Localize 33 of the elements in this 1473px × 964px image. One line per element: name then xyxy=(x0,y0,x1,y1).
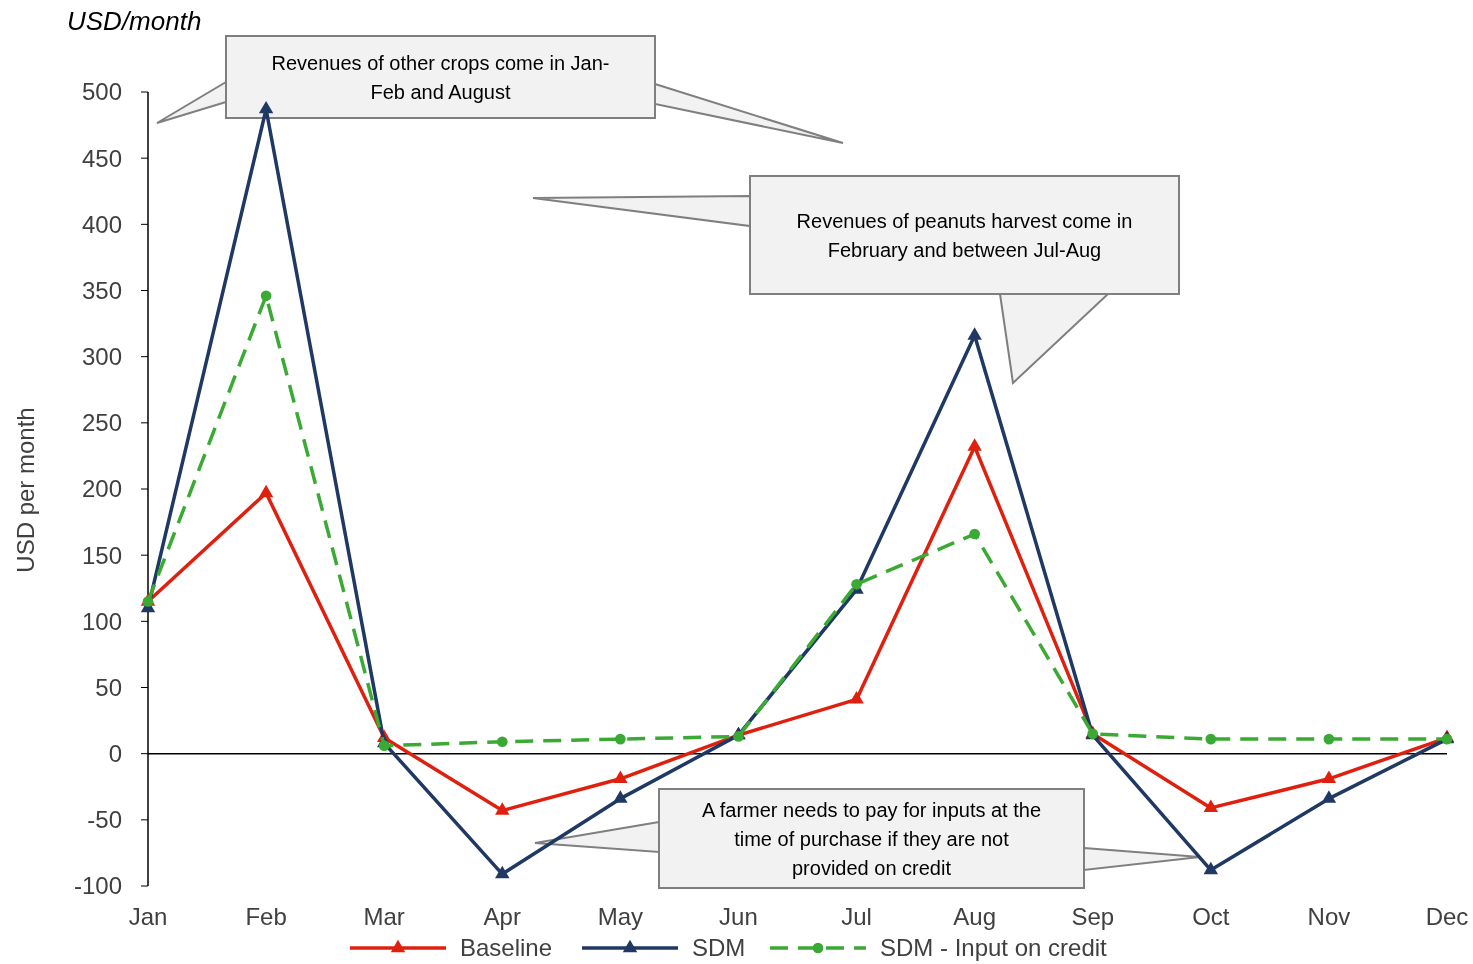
x-tick-label: Apr xyxy=(483,903,521,930)
x-tick-label: Feb xyxy=(245,903,287,930)
y-tick-label: 200 xyxy=(81,475,122,503)
y-tick-label: 350 xyxy=(81,276,122,304)
x-tick-label: May xyxy=(597,903,644,930)
x-tick-label: Mar xyxy=(363,903,405,930)
x-tick-label: Aug xyxy=(953,903,996,930)
y-tick-label: -100 xyxy=(73,872,122,900)
legend-label: SDM xyxy=(692,934,746,962)
x-tick-label: Jul xyxy=(841,903,872,930)
y-tick-label: 300 xyxy=(81,343,122,371)
annotation: Revenues of peanuts harvest come in February and between Jul-Aug xyxy=(796,209,1133,261)
y-tick-label: 100 xyxy=(81,607,122,635)
x-tick-label: Sep xyxy=(1071,903,1115,930)
y-tick-label: -50 xyxy=(87,806,122,834)
legend-label: SDM - Input on credit xyxy=(880,934,1108,962)
y-tick-label: 450 xyxy=(81,144,122,172)
x-tick-label: Jun xyxy=(719,903,758,930)
y-tick-label: 50 xyxy=(95,673,122,701)
x-tick-label: Jan xyxy=(128,903,168,930)
text: USD/month xyxy=(67,6,202,36)
y-tick-label: 400 xyxy=(81,210,122,238)
legend-label: Baseline xyxy=(460,934,553,962)
y-axis-title: USD per month xyxy=(12,407,39,573)
x-tick-label: Nov xyxy=(1307,903,1351,930)
x-tick-label: Dec xyxy=(1425,903,1469,930)
y-tick-label: 250 xyxy=(81,409,122,437)
annotation: A farmer needs to pay for inputs at the time of purchase if they are not provided on credit xyxy=(701,798,1042,879)
y-tick-label: 150 xyxy=(81,541,122,569)
x-tick-label: Oct xyxy=(1192,903,1230,930)
y-tick-label: 0 xyxy=(108,740,122,768)
annotation: Revenues of other crops come in Jan-Feb and August xyxy=(271,51,610,103)
y-tick-label: 500 xyxy=(81,78,122,106)
